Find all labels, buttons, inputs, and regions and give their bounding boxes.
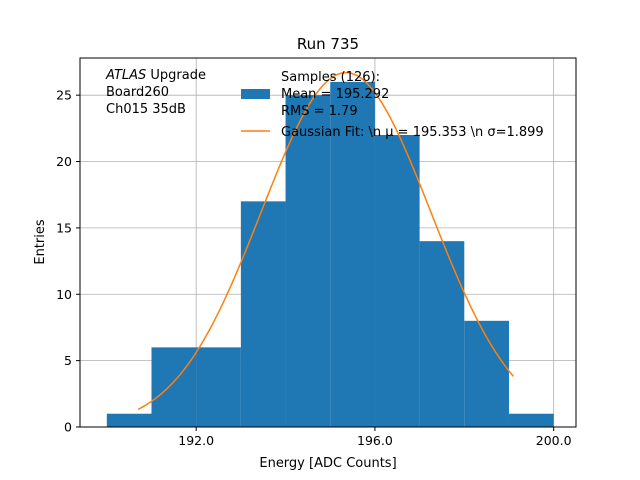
legend-samples-swatch <box>241 89 270 99</box>
x-tick-label: 192.0 <box>178 433 214 448</box>
histogram-bar <box>285 95 331 427</box>
histogram-bar <box>330 81 375 427</box>
legend-fit-label: Gaussian Fit: \n μ = 195.353 \n σ=1.899 <box>281 125 544 140</box>
annotation-line: Board260 <box>106 85 169 100</box>
plot-frame <box>79 57 577 428</box>
x-tick-label: 196.0 <box>357 433 393 448</box>
y-tick-label: 15 <box>56 220 72 235</box>
annotation-line: Ch015 35dB <box>106 102 186 117</box>
legend: Samples (126): Mean = 195.292 RMS = 1.79… <box>241 70 544 140</box>
legend-samples-label: Mean = 195.292 <box>281 87 389 102</box>
x-tick-label: 200.0 <box>536 433 572 448</box>
histogram-bars <box>106 81 554 428</box>
y-tick-label: 20 <box>56 154 72 169</box>
y-axis-ticks: 0 5 10 15 20 25 <box>56 88 80 435</box>
histogram-bar <box>240 201 286 427</box>
annotation-line: ATLAS Upgrade <box>105 68 206 83</box>
gaussian-fit-curve <box>137 71 515 411</box>
histogram-bar <box>419 241 465 427</box>
x-axis-label: Energy [ADC Counts] <box>259 456 396 471</box>
chart-title: Run 735 <box>297 35 359 53</box>
histogram-bar <box>151 347 197 427</box>
legend-samples-label: Samples (126): <box>281 70 380 85</box>
y-tick-label: 0 <box>64 420 72 435</box>
atlas-annotation: ATLAS Upgrade Board260 Ch015 35dB <box>105 68 206 117</box>
y-axis-label: Entries <box>33 219 48 265</box>
x-axis-ticks: 192.0 196.0 200.0 <box>178 427 572 448</box>
y-tick-label: 10 <box>56 287 72 302</box>
y-tick-label: 25 <box>56 88 72 103</box>
histogram-bar <box>106 413 152 427</box>
histogram-bar <box>374 134 420 428</box>
histogram-bar <box>196 347 241 427</box>
legend-samples-label: RMS = 1.79 <box>281 104 358 119</box>
y-tick-label: 5 <box>64 353 72 368</box>
histogram-bar <box>508 413 554 427</box>
